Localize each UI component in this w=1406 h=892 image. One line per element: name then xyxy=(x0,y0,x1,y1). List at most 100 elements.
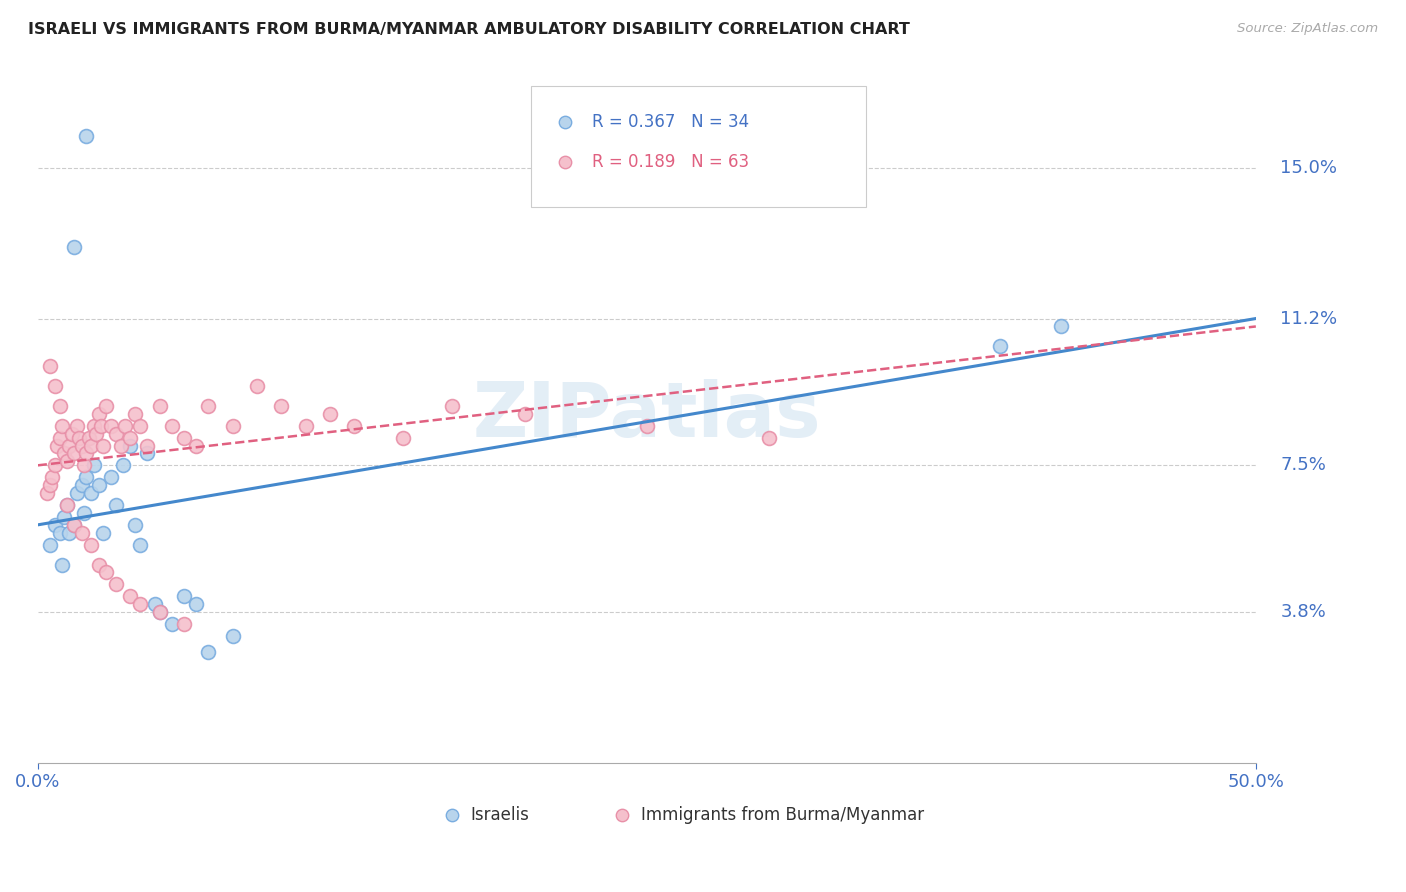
Point xyxy=(80,538,103,552)
Point xyxy=(41,470,63,484)
Point xyxy=(46,438,69,452)
Point xyxy=(124,407,146,421)
Point xyxy=(94,566,117,580)
Point xyxy=(120,431,142,445)
Point xyxy=(60,426,83,441)
Text: Immigrants from Burma/Myanmar: Immigrants from Burma/Myanmar xyxy=(641,806,924,824)
Point xyxy=(93,525,115,540)
Point xyxy=(38,359,60,373)
Point xyxy=(48,431,70,445)
Point xyxy=(70,478,93,492)
Point xyxy=(197,399,219,413)
Point xyxy=(56,498,79,512)
Point xyxy=(136,438,159,452)
Text: 7.5%: 7.5% xyxy=(1281,457,1326,475)
Point xyxy=(38,478,60,492)
Point xyxy=(75,470,97,484)
Point xyxy=(100,418,122,433)
Text: 11.2%: 11.2% xyxy=(1281,310,1337,327)
Point xyxy=(51,558,73,572)
Point xyxy=(343,418,366,433)
Point xyxy=(87,558,110,572)
FancyBboxPatch shape xyxy=(531,86,866,208)
Point xyxy=(988,339,1011,353)
Point xyxy=(160,418,183,433)
Point xyxy=(44,379,66,393)
Point xyxy=(173,617,195,632)
Point xyxy=(129,538,152,552)
Point xyxy=(84,426,107,441)
Point xyxy=(58,525,80,540)
Point xyxy=(104,498,127,512)
Point xyxy=(80,486,103,500)
Point xyxy=(129,418,152,433)
Point xyxy=(221,629,243,643)
Point xyxy=(63,517,86,532)
Point xyxy=(104,577,127,591)
Point xyxy=(94,399,117,413)
Point xyxy=(51,418,73,433)
Point xyxy=(63,517,86,532)
Point xyxy=(160,617,183,632)
Point xyxy=(111,458,134,473)
Point xyxy=(44,517,66,532)
Point xyxy=(114,418,136,433)
Point xyxy=(173,431,195,445)
Point xyxy=(73,458,96,473)
Point xyxy=(80,438,103,452)
Point xyxy=(44,458,66,473)
Point xyxy=(67,431,90,445)
Text: Israelis: Israelis xyxy=(470,806,529,824)
Point xyxy=(197,645,219,659)
Text: 3.8%: 3.8% xyxy=(1281,603,1326,621)
Point xyxy=(392,431,415,445)
Point xyxy=(38,538,60,552)
Point xyxy=(246,379,269,393)
Point xyxy=(56,454,79,468)
Point xyxy=(75,446,97,460)
Point xyxy=(104,426,127,441)
Point xyxy=(66,418,89,433)
Point xyxy=(758,431,780,445)
Point xyxy=(440,399,463,413)
Point xyxy=(319,407,342,421)
Point xyxy=(63,446,86,460)
Point xyxy=(270,399,292,413)
Point xyxy=(184,438,207,452)
Point xyxy=(148,605,170,619)
Point xyxy=(120,438,142,452)
Point xyxy=(37,486,59,500)
Point xyxy=(77,431,100,445)
Point xyxy=(70,525,93,540)
Point xyxy=(73,506,96,520)
Point xyxy=(87,407,110,421)
Point xyxy=(110,438,132,452)
Point xyxy=(83,418,105,433)
Text: R = 0.189   N = 63: R = 0.189 N = 63 xyxy=(592,153,749,171)
Point xyxy=(70,438,93,452)
Point xyxy=(636,418,658,433)
Point xyxy=(124,517,146,532)
Point xyxy=(87,478,110,492)
Point xyxy=(83,458,105,473)
Point xyxy=(53,446,76,460)
Text: ISRAELI VS IMMIGRANTS FROM BURMA/MYANMAR AMBULATORY DISABILITY CORRELATION CHART: ISRAELI VS IMMIGRANTS FROM BURMA/MYANMAR… xyxy=(28,22,910,37)
Point xyxy=(48,525,70,540)
Point xyxy=(90,418,112,433)
Point xyxy=(513,407,536,421)
Text: Source: ZipAtlas.com: Source: ZipAtlas.com xyxy=(1237,22,1378,36)
Point xyxy=(66,486,89,500)
Point xyxy=(221,418,243,433)
Point xyxy=(53,510,76,524)
Point xyxy=(93,438,115,452)
Point xyxy=(184,597,207,611)
Point xyxy=(75,128,97,143)
Point xyxy=(1050,319,1073,334)
Point xyxy=(63,240,86,254)
Point xyxy=(143,597,166,611)
Point xyxy=(148,399,170,413)
Point xyxy=(120,589,142,603)
Point xyxy=(58,438,80,452)
Point xyxy=(173,589,195,603)
Point xyxy=(136,446,159,460)
